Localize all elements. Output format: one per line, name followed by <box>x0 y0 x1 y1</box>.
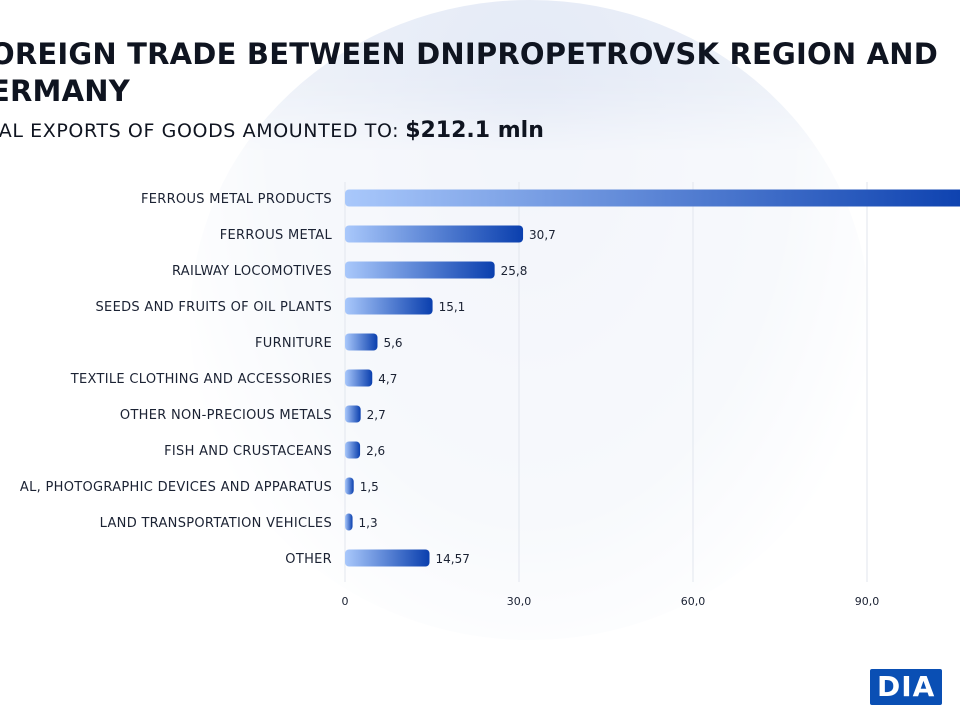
value-label: 4,7 <box>378 372 397 386</box>
x-tick-label: 60,0 <box>681 595 706 608</box>
page-title: OREIGN TRADE BETWEEN DNIPROPETROVSK REGI… <box>0 36 950 110</box>
value-label: 1,5 <box>360 480 379 494</box>
category-label: TEXTILE CLOTHING AND ACCESSORIES <box>70 372 332 387</box>
title-line-1: OREIGN TRADE BETWEEN DNIPROPETROVSK REGI… <box>0 37 939 71</box>
category-label: FISH AND CRUSTACEANS <box>164 444 332 459</box>
bar <box>345 549 430 567</box>
category-label: OTHER NON-PRECIOUS METALS <box>120 408 332 423</box>
value-label: 30,7 <box>529 228 556 242</box>
category-label: SEEDS AND FRUITS OF OIL PLANTS <box>96 300 333 315</box>
value-label: 2,7 <box>367 408 386 422</box>
bar <box>345 441 361 459</box>
value-label: 1,3 <box>359 516 378 530</box>
dia-logo: DIA <box>870 668 943 706</box>
bar <box>345 513 353 531</box>
category-label: FERROUS METAL PRODUCTS <box>141 192 332 207</box>
title-line-2: ERMANY <box>0 74 130 108</box>
value-label: 15,1 <box>439 300 466 314</box>
category-label: OTHER <box>285 552 332 567</box>
bar <box>345 189 960 207</box>
bar <box>345 297 433 315</box>
bar <box>345 405 361 423</box>
total-exports-subtitle: TAL EXPORTS OF GOODS AMOUNTED TO: $212.1 … <box>0 118 544 143</box>
bar <box>345 477 354 495</box>
bar <box>345 225 524 243</box>
bar <box>345 369 373 387</box>
subtitle-value: $212.1 mln <box>405 118 544 143</box>
category-label: AL, PHOTOGRAPHIC DEVICES AND APPARATUS <box>20 480 332 495</box>
value-label: 25,8 <box>501 264 528 278</box>
category-label: FERROUS METAL <box>220 228 333 243</box>
category-label: FURNITURE <box>255 336 332 351</box>
category-label: LAND TRANSPORTATION VEHICLES <box>100 516 332 531</box>
x-tick-label: 90,0 <box>855 595 880 608</box>
value-label: 2,6 <box>366 444 385 458</box>
value-label: 14,57 <box>436 552 470 566</box>
bar <box>345 333 378 351</box>
x-tick-label: 0 <box>342 595 349 608</box>
subtitle-label: TAL EXPORTS OF GOODS AMOUNTED TO: <box>0 120 400 142</box>
value-label: 5,6 <box>383 336 402 350</box>
bar <box>345 261 495 279</box>
category-label: RAILWAY LOCOMOTIVES <box>172 264 332 279</box>
x-tick-label: 30,0 <box>507 595 532 608</box>
logo-text: DIA <box>870 669 943 705</box>
